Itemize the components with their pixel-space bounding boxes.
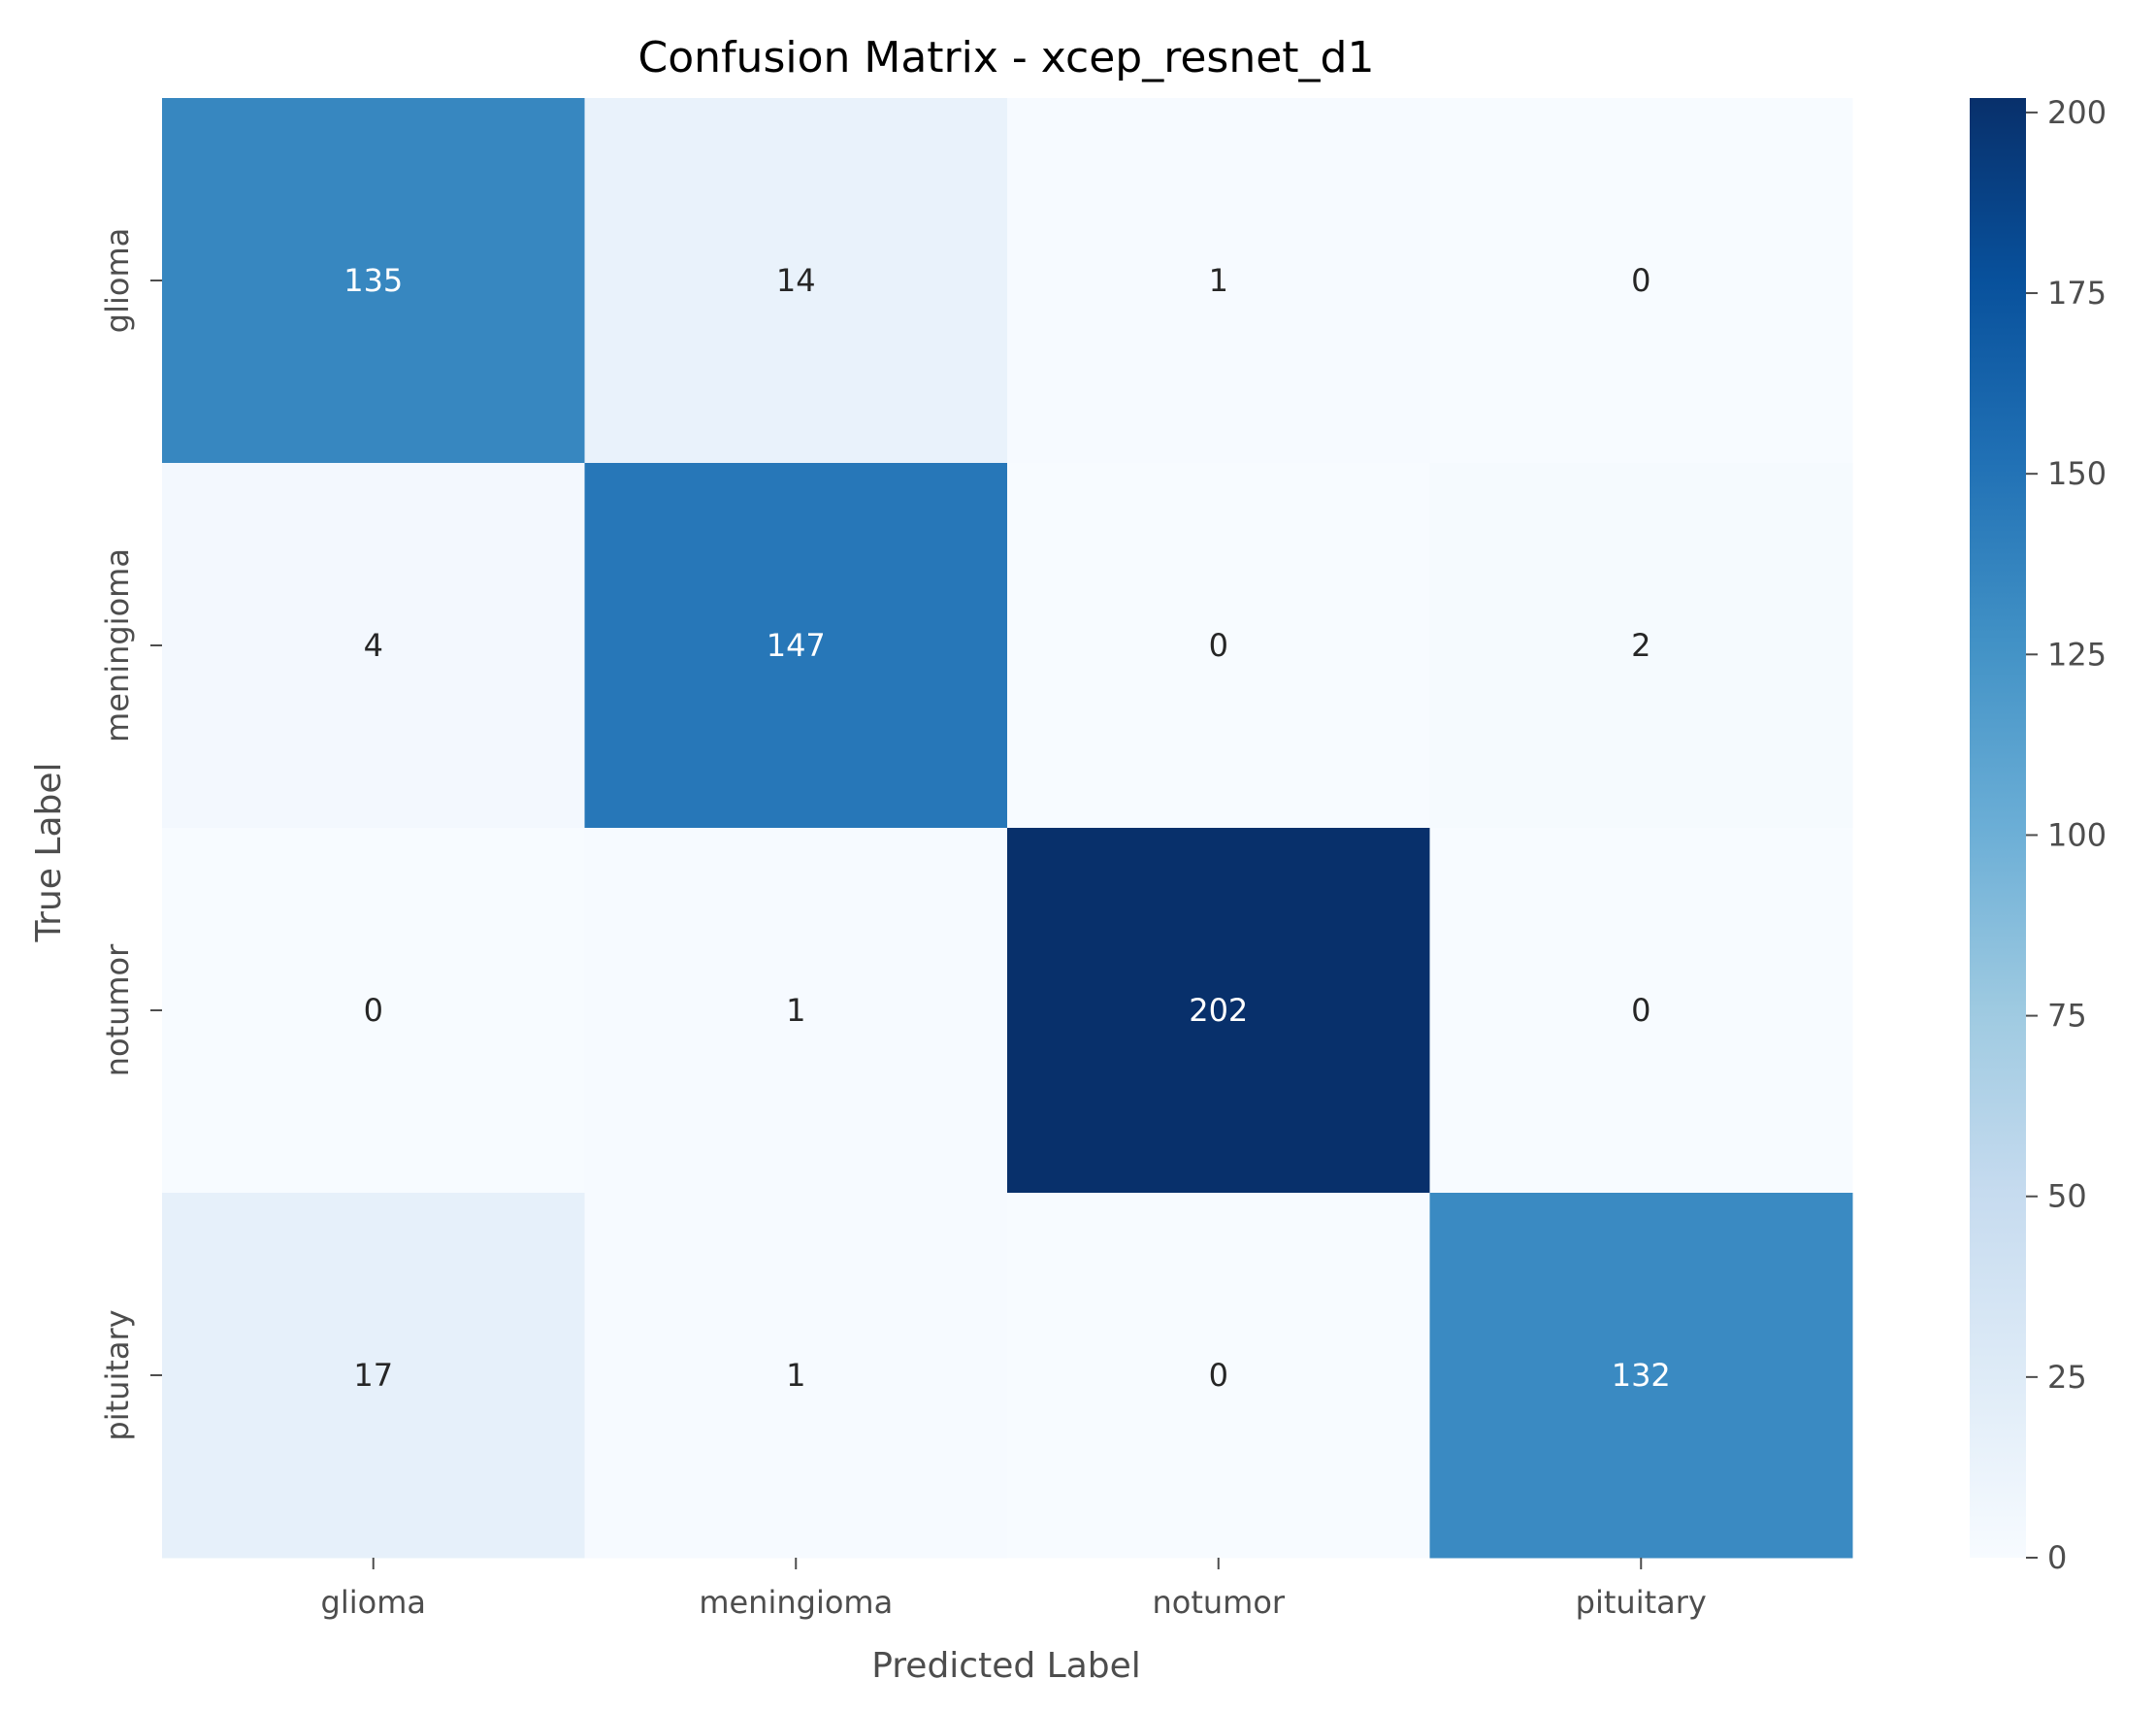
cell-value-r2-c3: 0 <box>1631 992 1650 1029</box>
cell-value-r2-c2: 202 <box>1189 992 1248 1029</box>
cell-value-r2-c0: 0 <box>364 992 383 1029</box>
x-axis-ticks: glioma meningioma notumor pituitary <box>321 1558 1707 1621</box>
heatmap-cell-r2-c3 <box>1429 828 1853 1194</box>
y-tick-label-meningioma: meningioma <box>99 548 136 742</box>
cell-value-r0-c3: 0 <box>1631 262 1650 299</box>
heatmap-cell-r3-c1 <box>584 1193 1008 1559</box>
colorbar-tick-label-50: 50 <box>2047 1178 2087 1215</box>
heatmap-cell-r0-c3 <box>1429 98 1853 464</box>
cell-value-r0-c2: 1 <box>1209 262 1228 299</box>
cell-value-r1-c2: 0 <box>1209 627 1228 664</box>
colorbar-tick-label-100: 100 <box>2047 816 2107 853</box>
cell-value-r3-c0: 17 <box>353 1357 393 1394</box>
cell-value-r1-c1: 147 <box>767 627 826 664</box>
heatmap-cell-r0-c0 <box>162 98 585 464</box>
colorbar: 0 25 50 75 100 125 150 175 200 <box>1970 94 2107 1576</box>
heatmap-cell-r1-c0 <box>162 463 585 829</box>
cell-value-r3-c1: 1 <box>786 1357 805 1394</box>
heatmap-cell-r1-c1 <box>584 463 1008 829</box>
cell-value-r2-c1: 1 <box>786 992 805 1029</box>
heatmap-cell-r2-c2 <box>1007 828 1430 1194</box>
cell-value-r3-c3: 132 <box>1612 1357 1671 1394</box>
colorbar-gradient <box>1970 98 2026 1558</box>
heatmap-cell-labels: 135 14 1 0 4 147 0 2 0 1 202 0 17 1 0 132 <box>343 262 1671 1394</box>
heatmap-cell-r3-c2 <box>1007 1193 1430 1559</box>
x-tick-label-pituitary: pituitary <box>1576 1584 1707 1621</box>
x-tick-label-glioma: glioma <box>321 1584 426 1621</box>
x-axis-label: Predicted Label <box>871 1646 1141 1686</box>
y-axis-ticks: glioma meningioma notumor pituitary <box>99 228 162 1441</box>
heatmap-cell-r2-c0 <box>162 828 585 1194</box>
y-tick-label-glioma: glioma <box>99 228 136 333</box>
heatmap-cell-r3-c3 <box>1429 1193 1853 1559</box>
colorbar-tick-label-0: 0 <box>2047 1539 2067 1576</box>
heatmap-cell-r0-c1 <box>584 98 1008 464</box>
heatmap-cell-r1-c2 <box>1007 463 1430 829</box>
y-tick-label-notumor: notumor <box>99 943 136 1076</box>
chart-title: Confusion Matrix - xcep_resnet_d1 <box>638 33 1375 82</box>
colorbar-tick-label-200: 200 <box>2047 94 2107 131</box>
heatmap-cell-r0-c2 <box>1007 98 1430 464</box>
y-tick-label-pituitary: pituitary <box>99 1309 136 1440</box>
cell-value-r0-c1: 14 <box>776 262 816 299</box>
x-tick-label-notumor: notumor <box>1152 1584 1285 1621</box>
colorbar-tick-label-150: 150 <box>2047 455 2107 492</box>
cell-value-r1-c3: 2 <box>1631 627 1650 664</box>
colorbar-ticks: 0 25 50 75 100 125 150 175 200 <box>2026 94 2107 1576</box>
cell-value-r1-c0: 4 <box>364 627 383 664</box>
x-tick-label-meningioma: meningioma <box>699 1584 893 1621</box>
heatmap-cell-r3-c0 <box>162 1193 585 1559</box>
colorbar-tick-label-25: 25 <box>2047 1359 2087 1396</box>
cell-value-r3-c2: 0 <box>1209 1357 1228 1394</box>
colorbar-tick-label-75: 75 <box>2047 998 2087 1035</box>
colorbar-tick-label-175: 175 <box>2047 275 2107 312</box>
y-axis-label: True Label <box>29 762 69 942</box>
heatmap-cell-r2-c1 <box>584 828 1008 1194</box>
cell-value-r0-c0: 135 <box>343 262 403 299</box>
heatmap-cell-r1-c3 <box>1429 463 1853 829</box>
heatmap-cells <box>162 98 1853 1559</box>
colorbar-tick-label-125: 125 <box>2047 636 2107 673</box>
